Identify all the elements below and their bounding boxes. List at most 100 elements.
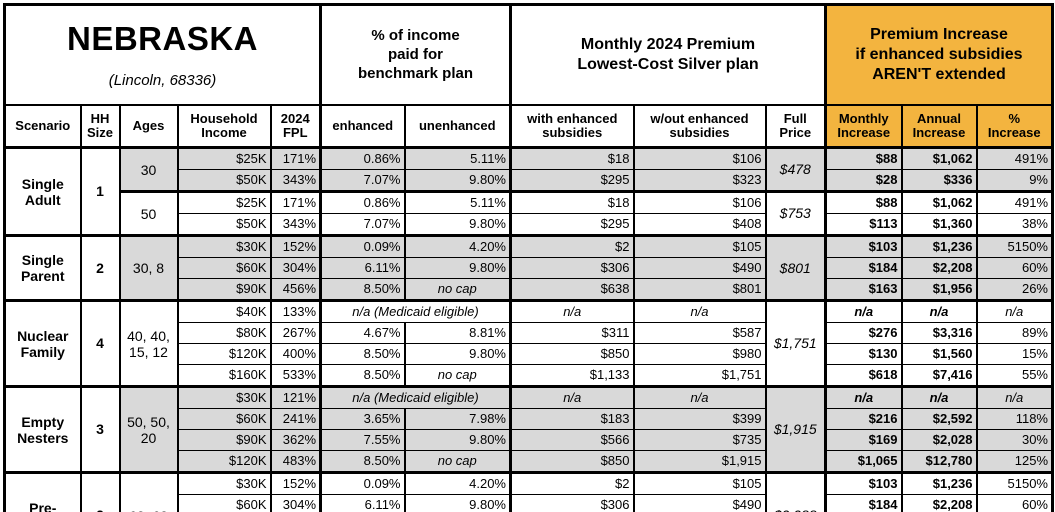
without-subsidies-cell: $105 [632, 235, 767, 259]
pct-increase-cell: 9% [975, 169, 1054, 194]
income-cell: $30K [176, 472, 272, 496]
with-subsidies-cell: $311 [509, 322, 635, 345]
col-header-ages: Ages [118, 104, 179, 150]
benchmark-group-header: % of income paid for benchmark plan [319, 3, 512, 107]
annual-increase-cell: $336 [900, 169, 978, 194]
table-row: $90K 456% 8.50% no cap $638 $801 $163 $1,956 26% [5, 278, 1054, 303]
fpl-cell: 343% [269, 169, 322, 194]
pct-increase-cell: 491% [975, 147, 1054, 171]
income-cell: $120K [176, 343, 272, 366]
full-price-cell: $2,288 [764, 472, 827, 512]
enhanced-pct-cell: 7.07% [319, 169, 406, 194]
income-cell: $90K [176, 429, 272, 452]
income-cell: $120K [176, 450, 272, 475]
monthly-increase-cell: n/a [824, 386, 903, 410]
pct-increase-cell: 491% [975, 191, 1054, 215]
annual-increase-cell: $1,062 [900, 191, 978, 215]
fpl-cell: 267% [269, 322, 322, 345]
without-subsidies-cell: n/a [632, 300, 767, 324]
with-subsidies-cell: $18 [509, 147, 635, 171]
without-subsidies-cell: $106 [632, 191, 767, 215]
with-subsidies-cell: $850 [509, 343, 635, 366]
annual-increase-cell: $2,028 [900, 429, 978, 452]
income-cell: $40K [176, 300, 272, 324]
medicaid-eligible-cell: n/a (Medicaid eligible) [319, 300, 512, 324]
hh-size-cell: 3 [79, 385, 121, 475]
unenhanced-pct-cell: 7.98% [403, 408, 512, 431]
hh-size-cell: 4 [79, 299, 121, 389]
ages-cell: 60, 60 [118, 472, 179, 512]
income-cell: $60K [176, 494, 272, 512]
table-row: $50K 343% 7.07% 9.80% $295 $323 $28 $336 9% [5, 169, 1054, 194]
without-subsidies-cell: $735 [632, 429, 767, 452]
col-header-income: Household Income [176, 104, 272, 150]
pct-increase-cell: n/a [975, 386, 1054, 410]
without-subsidies-cell: $399 [632, 408, 767, 431]
annual-increase-cell: $1,956 [900, 278, 978, 303]
monthly-increase-cell: $618 [824, 364, 903, 389]
column-header-row: Scenario HH Size Ages Household Income 2… [3, 104, 1054, 150]
fpl-cell: 483% [269, 450, 322, 475]
enhanced-pct-cell: 0.86% [319, 191, 406, 215]
pct-increase-cell: 60% [975, 257, 1054, 280]
without-subsidies-cell: $980 [632, 343, 767, 366]
state-location: (Lincoln, 68336) [108, 72, 217, 90]
with-subsidies-cell: $850 [509, 450, 635, 475]
income-cell: $50K [176, 213, 272, 238]
table-row: 50 $25K 171% 0.86% 5.11% $18 $106 $753 $88 $1,062… [5, 191, 1054, 238]
without-subsidies-cell: $1,751 [632, 364, 767, 389]
fpl-cell: 133% [269, 300, 322, 324]
income-cell: $60K [176, 408, 272, 431]
medicaid-eligible-cell: n/a (Medicaid eligible) [319, 386, 512, 410]
monthly-increase-cell: $88 [824, 147, 903, 171]
enhanced-pct-cell: 6.11% [319, 257, 406, 280]
col-header-fpl: 2024 FPL [269, 104, 322, 150]
with-subsidies-cell: n/a [509, 386, 635, 410]
col-header-hh-size: HH Size [79, 104, 121, 150]
monthly-increase-cell: $103 [824, 235, 903, 259]
fpl-cell: 456% [269, 278, 322, 303]
ages-cell: 40, 40, 15, 12 [118, 300, 179, 389]
fpl-cell: 343% [269, 213, 322, 238]
full-price-cell: $478 [764, 147, 827, 194]
annual-increase-cell: $2,208 [900, 494, 978, 512]
monthly-increase-cell: $28 [824, 169, 903, 194]
annual-increase-cell: $1,236 [900, 235, 978, 259]
monthly-increase-cell: $113 [824, 213, 903, 238]
income-cell: $80K [176, 322, 272, 345]
enhanced-pct-cell: 0.09% [319, 235, 406, 259]
monthly-increase-cell: $169 [824, 429, 903, 452]
with-subsidies-cell: $306 [509, 494, 635, 512]
pct-increase-cell: 55% [975, 364, 1054, 389]
pct-increase-cell: 15% [975, 343, 1054, 366]
scenario-cell: Nuclear Family [3, 299, 82, 389]
annual-increase-cell: $7,416 [900, 364, 978, 389]
monthly-increase-cell: $1,065 [824, 450, 903, 475]
income-cell: $60K [176, 257, 272, 280]
full-price-cell: $753 [764, 191, 827, 238]
annual-increase-cell: n/a [900, 300, 978, 324]
col-header-enhanced: enhanced [319, 104, 406, 150]
fpl-cell: 152% [269, 235, 322, 259]
annual-increase-cell: $2,208 [900, 257, 978, 280]
unenhanced-pct-cell: no cap [403, 450, 512, 475]
pct-increase-cell: 30% [975, 429, 1054, 452]
monthly-increase-cell: $184 [824, 494, 903, 512]
monthly-increase-cell: $216 [824, 408, 903, 431]
without-subsidies-cell: $105 [632, 472, 767, 496]
fpl-cell: 304% [269, 257, 322, 280]
col-header-scenario: Scenario [3, 104, 82, 150]
unenhanced-pct-cell: 8.81% [403, 322, 512, 345]
table-row: $160K 533% 8.50% no cap $1,133 $1,751 $618 $7,4… [5, 364, 1054, 389]
premium-comparison-table: NEBRASKA (Lincoln, 68336) % of income pa… [3, 3, 1054, 512]
without-subsidies-cell: $490 [632, 494, 767, 512]
annual-increase-cell: $2,592 [900, 408, 978, 431]
without-subsidies-cell: $1,915 [632, 450, 767, 475]
fpl-cell: 362% [269, 429, 322, 452]
unenhanced-pct-cell: 9.80% [403, 257, 512, 280]
pct-increase-cell: 5150% [975, 472, 1054, 496]
with-subsidies-cell: $306 [509, 257, 635, 280]
enhanced-pct-cell: 4.67% [319, 322, 406, 345]
scenario-cell: Single Adult [3, 146, 82, 238]
unenhanced-pct-cell: 5.11% [403, 191, 512, 215]
